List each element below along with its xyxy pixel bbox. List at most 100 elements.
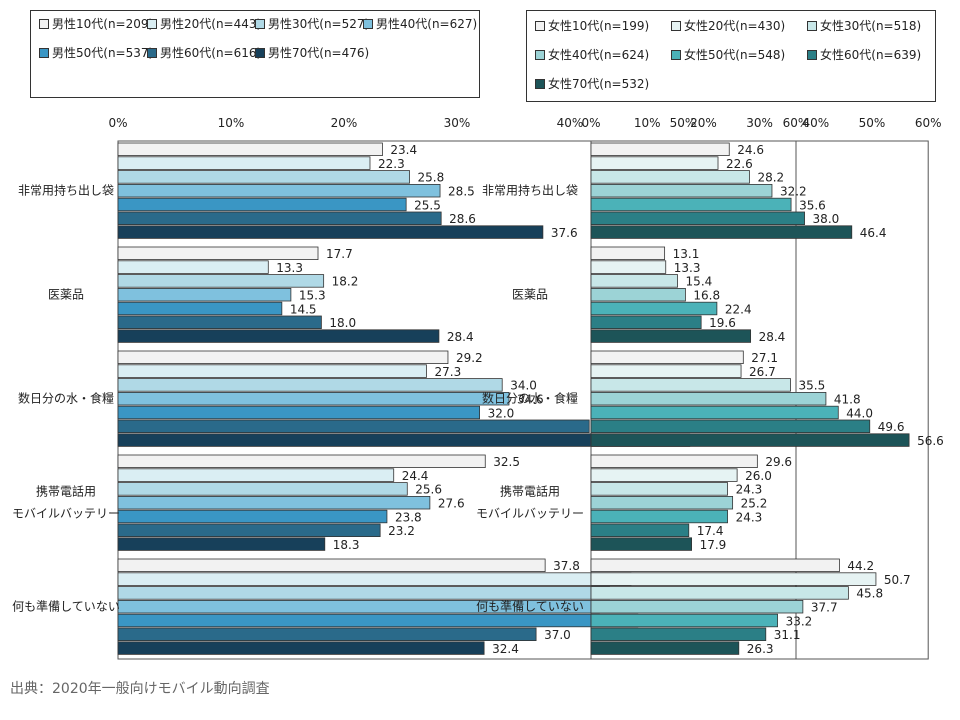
female-chart: 0% 10% 20% 30% 40% 50% 60% 24.6 13.1 27.1 29.6 44.2… bbox=[476, 116, 944, 660]
legend-label: 女性20代(n=430) bbox=[684, 19, 786, 33]
male-data-label: 28.5 bbox=[448, 185, 475, 199]
legend-label: 男性20代(n=443) bbox=[160, 17, 262, 31]
female-bar bbox=[590, 260, 667, 274]
female-x-tick-label: 60% bbox=[915, 116, 942, 130]
male-x-tick-label: 30% bbox=[444, 116, 471, 130]
male-data-label: 25.5 bbox=[414, 198, 441, 212]
male-category-label: 非常用持ち出し袋 bbox=[18, 183, 114, 198]
female-bar bbox=[590, 183, 773, 198]
female-data-label: 31.1 bbox=[774, 628, 801, 642]
male-data-label: 28.4 bbox=[447, 330, 474, 344]
legend-swatch bbox=[671, 21, 681, 31]
male-bar bbox=[117, 572, 632, 586]
female-bar bbox=[590, 391, 827, 406]
female-bar bbox=[590, 523, 690, 538]
male-data-label: 25.6 bbox=[415, 483, 442, 497]
female-data-label: 13.1 bbox=[673, 247, 700, 261]
male-bar bbox=[117, 419, 590, 434]
male-bar bbox=[117, 454, 486, 469]
male-bar bbox=[117, 170, 410, 184]
female-x-tick-label: 30% bbox=[746, 116, 773, 130]
female-data-label: 56.6 bbox=[917, 434, 944, 448]
legend-female: 女性10代(n=199) 女性20代(n=430) 女性30代(n=518) 女性40… bbox=[526, 10, 936, 102]
female-bar bbox=[590, 627, 767, 642]
male-data-label: 29.2 bbox=[456, 351, 483, 365]
female-bar bbox=[590, 301, 718, 316]
legend-label: 女性50代(n=548) bbox=[684, 48, 786, 62]
female-bar bbox=[590, 170, 750, 184]
male-data-label: 14.5 bbox=[290, 302, 317, 316]
female-data-label: 15.4 bbox=[686, 275, 713, 289]
female-bar bbox=[590, 405, 839, 420]
male-data-label: 34.0 bbox=[510, 379, 537, 393]
male-data-label: 18.3 bbox=[333, 538, 360, 552]
male-data-label: 22.3 bbox=[378, 157, 405, 171]
female-data-label: 19.6 bbox=[709, 316, 736, 330]
female-legend-item: 女性50代(n=548) bbox=[671, 48, 785, 62]
legend-label: 女性60代(n=639) bbox=[820, 48, 922, 62]
legend-swatch bbox=[147, 19, 157, 29]
male-bar bbox=[117, 613, 639, 628]
legend-swatch bbox=[535, 21, 545, 31]
female-bar bbox=[590, 197, 792, 212]
male-bar bbox=[117, 211, 442, 226]
female-legend-item: 女性70代(n=532) bbox=[535, 77, 649, 91]
male-x-tick-label: 0% bbox=[108, 116, 127, 130]
female-bar bbox=[590, 586, 849, 600]
male-bar bbox=[117, 315, 322, 330]
legend-label: 男性30代(n=527) bbox=[268, 17, 370, 31]
male-bar bbox=[117, 156, 371, 170]
male-data-label: 34.6 bbox=[517, 393, 544, 407]
legend-label: 男性60代(n=616) bbox=[160, 46, 262, 60]
female-category-label: 携帯電話用 bbox=[500, 484, 560, 499]
female-data-label: 17.4 bbox=[697, 524, 724, 538]
male-bar bbox=[117, 197, 407, 212]
female-data-label: 35.5 bbox=[799, 379, 826, 393]
male-bar bbox=[117, 509, 388, 524]
male-data-label: 18.2 bbox=[332, 275, 359, 289]
female-data-label: 25.2 bbox=[741, 497, 768, 511]
female-data-label: 46.4 bbox=[860, 226, 887, 240]
legend-label: 女性10代(n=199) bbox=[548, 19, 650, 33]
female-bar bbox=[590, 378, 791, 392]
legend-swatch bbox=[671, 50, 681, 60]
male-bar bbox=[117, 391, 510, 406]
male-legend-item: 男性20代(n=443) bbox=[147, 17, 261, 31]
female-bar bbox=[590, 246, 666, 261]
male-data-label: 27.3 bbox=[434, 365, 461, 379]
female-data-label: 41.8 bbox=[834, 393, 861, 407]
male-bar bbox=[117, 364, 427, 378]
female-data-label: 26.0 bbox=[745, 469, 772, 483]
female-bar bbox=[590, 156, 719, 170]
male-data-label: 32.4 bbox=[492, 642, 519, 656]
female-data-label: 28.4 bbox=[759, 330, 786, 344]
female-bar bbox=[590, 315, 702, 330]
female-bar bbox=[590, 495, 734, 510]
male-legend-item: 男性30代(n=527) bbox=[255, 17, 369, 31]
female-bar bbox=[590, 329, 752, 343]
male-bar bbox=[117, 495, 431, 510]
female-category-label: 医薬品 bbox=[512, 288, 548, 302]
male-x-tick-label: 10% bbox=[218, 116, 245, 130]
female-data-label: 17.9 bbox=[700, 538, 727, 552]
female-bar bbox=[590, 419, 871, 434]
female-data-label: 44.2 bbox=[847, 559, 874, 573]
male-data-label: 27.6 bbox=[438, 497, 465, 511]
male-data-label: 25.8 bbox=[418, 171, 445, 185]
legend-label: 男性70代(n=476) bbox=[268, 46, 370, 60]
male-data-label: 23.4 bbox=[390, 143, 417, 157]
male-bar bbox=[117, 287, 292, 302]
female-data-label: 22.6 bbox=[726, 157, 753, 171]
female-legend-item: 女性20代(n=430) bbox=[671, 19, 785, 33]
male-bar bbox=[117, 405, 481, 420]
male-bar bbox=[117, 523, 381, 538]
female-data-label: 45.8 bbox=[856, 587, 883, 601]
male-x-tick-label: 50% bbox=[670, 116, 697, 130]
female-bar bbox=[590, 558, 840, 573]
male-data-label: 17.7 bbox=[326, 247, 353, 261]
female-x-tick-label: 10% bbox=[634, 116, 661, 130]
female-bar bbox=[590, 537, 692, 551]
female-data-label: 35.6 bbox=[799, 198, 826, 212]
male-legend-item: 男性40代(n=627) bbox=[363, 17, 477, 31]
female-data-label: 24.6 bbox=[737, 143, 764, 157]
